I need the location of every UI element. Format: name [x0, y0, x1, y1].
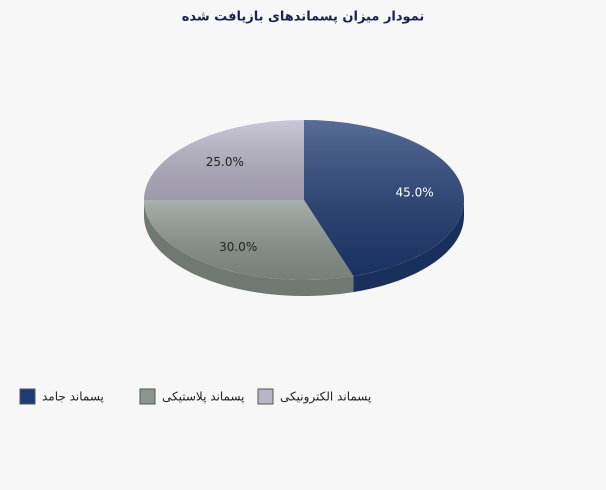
slice — [144, 120, 304, 200]
slice-side — [353, 200, 464, 293]
slice-shade — [144, 200, 354, 280]
slice-shade — [304, 120, 465, 277]
slice — [144, 200, 354, 296]
legend-swatch — [257, 388, 274, 405]
legend-label: پسماند الکترونیکی — [280, 390, 371, 405]
slice-side — [144, 200, 354, 296]
legend-label: پسماند جامد — [42, 390, 104, 404]
slice-shade — [144, 120, 304, 200]
data-label: 30.0% — [219, 240, 257, 254]
legend-label: پسماند پلاستیکی — [162, 390, 245, 404]
legend-swatch — [139, 388, 156, 405]
data-label: 25.0% — [206, 155, 244, 169]
data-label: 45.0% — [396, 186, 434, 200]
chart-title: نمودار میزان پسماندهای بازیافت شده — [182, 10, 425, 25]
legend-swatch — [19, 388, 36, 405]
slice — [304, 120, 465, 293]
